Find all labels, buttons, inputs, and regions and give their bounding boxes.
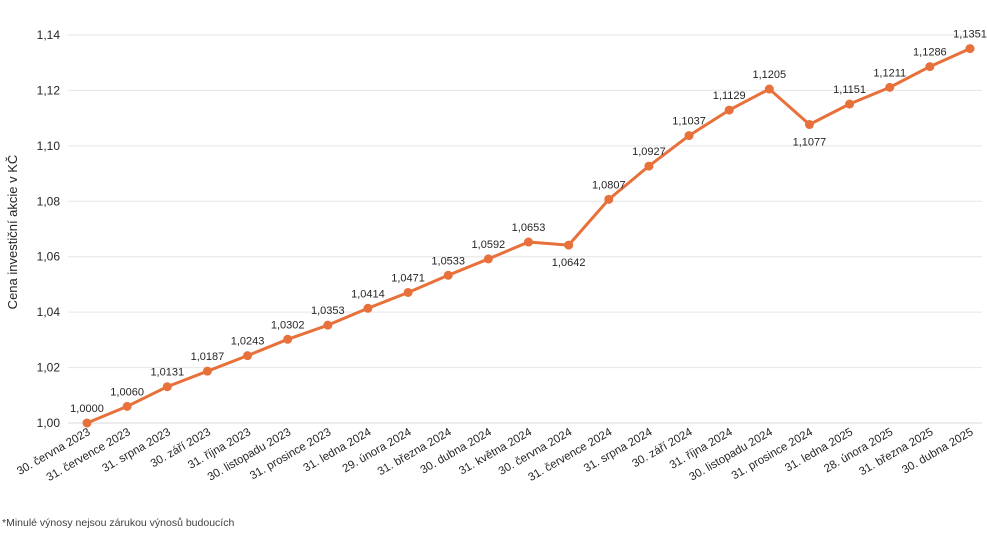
y-tick-label: 1,12 xyxy=(37,83,61,97)
data-point xyxy=(82,418,92,428)
data-point xyxy=(243,351,253,361)
data-point xyxy=(403,287,413,297)
data-point xyxy=(845,99,855,109)
data-label: 1,0131 xyxy=(150,367,184,379)
data-label: 1,1211 xyxy=(873,67,906,79)
series-path xyxy=(85,47,972,425)
y-axis-label: Cena investiční akcie v KČ xyxy=(5,155,20,310)
data-label: 1,0414 xyxy=(351,288,385,300)
data-label: 1,0187 xyxy=(191,351,225,363)
y-axis: 1,00 1,02 1,04 1,06 1,08 1,10 1,12 1,14 xyxy=(37,28,61,430)
data-point xyxy=(925,62,935,72)
data-point xyxy=(644,161,654,171)
x-tick-label: 31. ledna 2025 xyxy=(783,426,855,474)
data-label: 1,0000 xyxy=(70,403,104,415)
data-label: 1,1286 xyxy=(913,47,947,59)
data-point xyxy=(684,131,694,141)
data-label: 1,1129 xyxy=(713,90,746,102)
y-tick-label: 1,02 xyxy=(37,361,61,375)
data-point xyxy=(724,105,734,115)
x-tick-label: 31. ledna 2024 xyxy=(302,426,374,475)
data-label: 1,0592 xyxy=(472,239,506,251)
footnote: *Minulé výnosy nejsou zárukou výnosů bud… xyxy=(2,517,235,529)
data-point xyxy=(604,194,614,204)
data-label: 1,0927 xyxy=(632,146,666,158)
data-label: 1,0353 xyxy=(311,305,345,317)
data-point xyxy=(564,240,574,250)
data-point xyxy=(202,366,212,376)
data-label: 1,1037 xyxy=(672,116,706,128)
data-label: 1,1351 xyxy=(953,29,987,41)
y-tick-label: 1,00 xyxy=(37,416,61,430)
data-point xyxy=(885,82,895,92)
series-line xyxy=(82,44,975,428)
data-point xyxy=(323,320,333,330)
data-point xyxy=(363,303,373,313)
y-tick-label: 1,06 xyxy=(37,250,61,264)
data-point xyxy=(283,334,293,344)
data-label: 1,1077 xyxy=(793,137,827,149)
data-label: 1,1151 xyxy=(833,84,866,96)
x-tick-label: 30. dubna 2025 xyxy=(900,426,975,476)
data-point xyxy=(162,382,172,392)
y-tick-label: 1,14 xyxy=(37,28,61,42)
data-label: 1,1205 xyxy=(752,69,786,81)
data-point xyxy=(965,44,975,54)
data-labels: 1,0000 1,0060 1,0131 1,0187 1,0243 1,0302 1,03… xyxy=(70,29,987,415)
y-tick-label: 1,08 xyxy=(37,194,61,208)
x-tick-label: 31. srpna 2024 xyxy=(582,426,655,475)
data-point xyxy=(443,270,453,280)
data-point xyxy=(804,120,814,130)
y-tick-label: 1,10 xyxy=(37,139,61,153)
data-point xyxy=(483,254,493,264)
data-point xyxy=(764,84,774,94)
x-tick-label: 31. srpna 2023 xyxy=(100,426,172,475)
data-point xyxy=(122,401,132,411)
data-point xyxy=(524,237,533,247)
data-label: 1,0060 xyxy=(110,386,144,398)
data-label: 1,0653 xyxy=(512,222,546,234)
data-label: 1,0533 xyxy=(431,255,465,267)
data-label: 1,0243 xyxy=(231,336,265,348)
data-label: 1,0471 xyxy=(391,272,425,284)
data-label: 1,0642 xyxy=(552,257,586,269)
data-label: 1,0302 xyxy=(271,319,305,331)
y-tick-label: 1,04 xyxy=(37,305,61,319)
data-label: 1,0807 xyxy=(592,179,626,191)
